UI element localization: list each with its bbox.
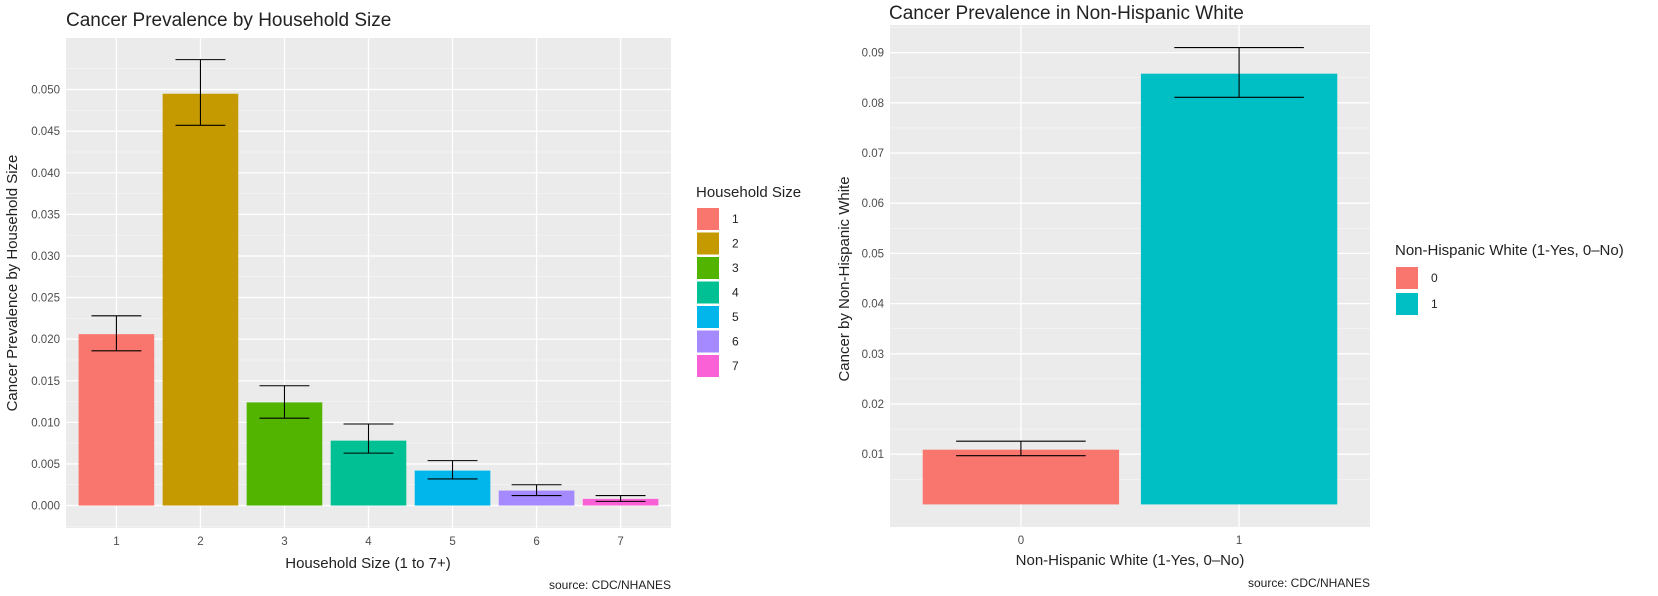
- y-tick-label: 0.045: [31, 126, 60, 138]
- legend-swatch-0: [1396, 267, 1418, 289]
- legend-label-0: 0: [1431, 271, 1438, 285]
- legend-label-2: 2: [732, 237, 739, 251]
- x-tick-label: 3: [281, 536, 287, 548]
- y-tick-label: 0.015: [31, 376, 60, 388]
- legend-label-7: 7: [732, 359, 739, 373]
- y-tick-label: 0.000: [31, 501, 60, 513]
- error-bar-7: [595, 495, 646, 502]
- y-tick-label: 0.040: [31, 168, 60, 180]
- bar-1: [78, 334, 155, 506]
- error-bar-3: [259, 385, 310, 419]
- chart1-caption: source: CDC/NHANES: [549, 578, 671, 592]
- legend-swatch-4: [697, 281, 719, 304]
- x-tick-label: 2: [197, 536, 203, 548]
- chart1-legend-title: Household Size: [696, 184, 801, 201]
- y-tick-label: 0.08: [862, 98, 884, 110]
- legend-swatch-7: [697, 355, 719, 377]
- legend-label-1: 1: [732, 212, 739, 226]
- legend-label-6: 6: [732, 335, 739, 349]
- y-tick-label: 0.035: [31, 209, 60, 221]
- error-bar-6: [511, 484, 562, 497]
- bar-0: [922, 449, 1120, 505]
- y-tick-label: 0.025: [31, 293, 60, 305]
- bar-2: [162, 93, 239, 506]
- legend-swatch-6: [697, 330, 719, 353]
- y-tick-label: 0.010: [31, 417, 60, 429]
- chart2-x-axis-label: Non-Hispanic White (1-Yes, 0–No): [1016, 552, 1245, 569]
- chart1-error-bars: [91, 59, 646, 502]
- chart2-y-tick-labels: 0.01 0.02 0.03 0.04 0.05 0.06 0.07 0.08 0.09: [862, 48, 885, 462]
- legend-swatch-2: [697, 232, 719, 255]
- y-tick-label: 0.03: [862, 349, 884, 361]
- chart1-y-tick-labels: 0.000 0.005 0.010 0.015 0.020 0.025 0.030 0.035…: [31, 85, 60, 513]
- chart1-x-axis-label: Household Size (1 to 7+): [285, 555, 451, 572]
- legend-label-3: 3: [732, 261, 739, 275]
- legend-swatch-3: [697, 257, 719, 279]
- y-tick-label: 0.01: [862, 449, 884, 461]
- legend-swatch-1: [697, 208, 719, 230]
- y-tick-label: 0.09: [862, 48, 884, 60]
- legend-label-1: 1: [1431, 297, 1438, 311]
- error-bar-1: [91, 315, 142, 352]
- error-bar-0: [956, 440, 1086, 457]
- x-tick-label: 7: [617, 536, 623, 548]
- x-tick-label: 5: [449, 536, 455, 548]
- chart1-x-tick-labels: 1 2 3 4 5 6 7: [113, 536, 624, 548]
- chart1-title: Cancer Prevalence by Household Size: [66, 10, 391, 31]
- y-tick-label: 0.04: [862, 299, 885, 311]
- y-tick-label: 0.050: [31, 85, 60, 97]
- chart1-bars: [78, 93, 659, 506]
- legend-label-4: 4: [732, 286, 739, 300]
- x-tick-label: 1: [113, 536, 119, 548]
- bar-3: [246, 402, 323, 506]
- chart2-bars: [922, 73, 1338, 505]
- x-tick-label: 0: [1018, 535, 1024, 547]
- chart2-legend-title: Non-Hispanic White (1-Yes, 0–No): [1395, 242, 1624, 259]
- error-bar-5: [427, 460, 478, 480]
- y-tick-label: 0.02: [862, 399, 884, 411]
- chart-household-size: 0.000 0.005 0.010 0.015 0.020 0.025 0.030 0.035…: [4, 10, 801, 592]
- bar-7: [582, 498, 659, 506]
- y-tick-label: 0.07: [862, 148, 884, 160]
- chart2-caption: source: CDC/NHANES: [1248, 576, 1370, 590]
- chart2-error-bars: [956, 47, 1304, 457]
- legend-label-5: 5: [732, 310, 739, 324]
- chart2-y-axis-label: Cancer by Non-Hispanic White: [836, 176, 853, 381]
- legend-swatch-1: [1396, 293, 1418, 315]
- error-bar-4: [343, 423, 394, 454]
- y-tick-label: 0.05: [862, 248, 884, 260]
- y-tick-label: 0.020: [31, 334, 60, 346]
- legend-swatch-5: [697, 306, 719, 328]
- chart1-y-axis-label: Cancer Prevalence by Household Size: [4, 155, 21, 412]
- error-bar-2: [175, 59, 226, 126]
- y-tick-label: 0.005: [31, 459, 60, 471]
- error-bar-1: [1174, 47, 1304, 98]
- y-tick-label: 0.06: [862, 198, 884, 210]
- y-tick-label: 0.030: [31, 251, 60, 263]
- chart1-legend: 1 2 3 4 5 6 7: [697, 208, 739, 377]
- chart2-title: Cancer Prevalence in Non-Hispanic White: [889, 3, 1244, 24]
- bar-1: [1140, 73, 1338, 505]
- x-tick-label: 4: [365, 536, 372, 548]
- chart2-legend: 01: [1396, 267, 1438, 315]
- x-tick-label: 6: [533, 536, 539, 548]
- x-tick-label: 1: [1236, 535, 1242, 547]
- bar-6: [498, 490, 575, 506]
